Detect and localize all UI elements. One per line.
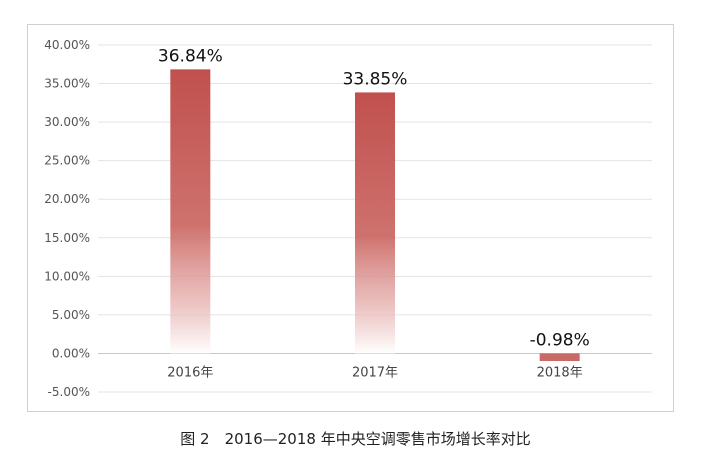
- y-tick-label: 25.00%: [44, 154, 90, 168]
- x-category-label: 2016年: [167, 365, 213, 380]
- x-category-label: 2017年: [352, 365, 398, 380]
- bar-chart: 40.00% 35.00% 30.00% 25.00% 20.00% 15.00% 10.0…: [44, 38, 652, 399]
- y-tick-label: 35.00%: [44, 77, 90, 91]
- x-category-label: 2018年: [537, 365, 583, 380]
- figure-caption: 图 2 2016—2018 年中央空调零售市场增长率对比: [180, 430, 531, 448]
- y-tick-label: 0.00%: [52, 346, 90, 360]
- y-tick-label: 40.00%: [44, 38, 90, 52]
- y-tick-label: 10.00%: [44, 269, 90, 283]
- y-tick-label: 30.00%: [44, 115, 90, 129]
- data-label: 36.84%: [158, 46, 223, 66]
- bar-2016年: [170, 69, 211, 354]
- y-tick-label: 15.00%: [44, 231, 90, 245]
- chart-frame: [27, 24, 674, 412]
- data-label: 33.85%: [343, 69, 408, 89]
- bar-2017年: [355, 92, 395, 354]
- data-label: -0.98%: [530, 330, 590, 350]
- bar-2018年: [539, 353, 580, 362]
- y-tick-label: 20.00%: [44, 192, 90, 206]
- y-tick-label: -5.00%: [48, 385, 90, 399]
- y-tick-label: 5.00%: [52, 308, 90, 322]
